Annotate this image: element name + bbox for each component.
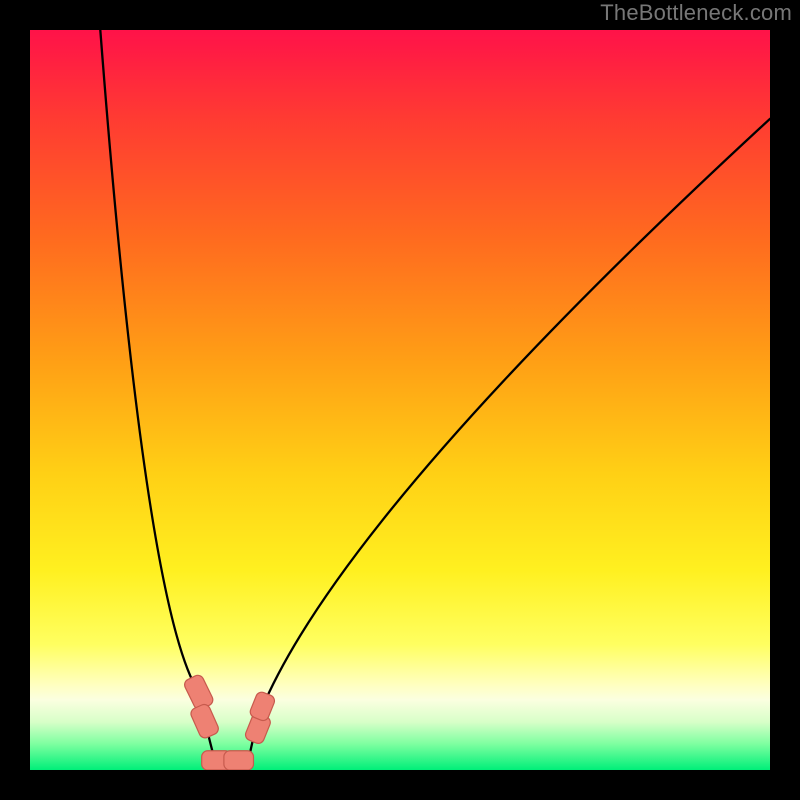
bottleneck-curve-chart xyxy=(0,0,800,800)
watermark-text: TheBottleneck.com xyxy=(600,0,792,26)
chart-container: TheBottleneck.com xyxy=(0,0,800,800)
